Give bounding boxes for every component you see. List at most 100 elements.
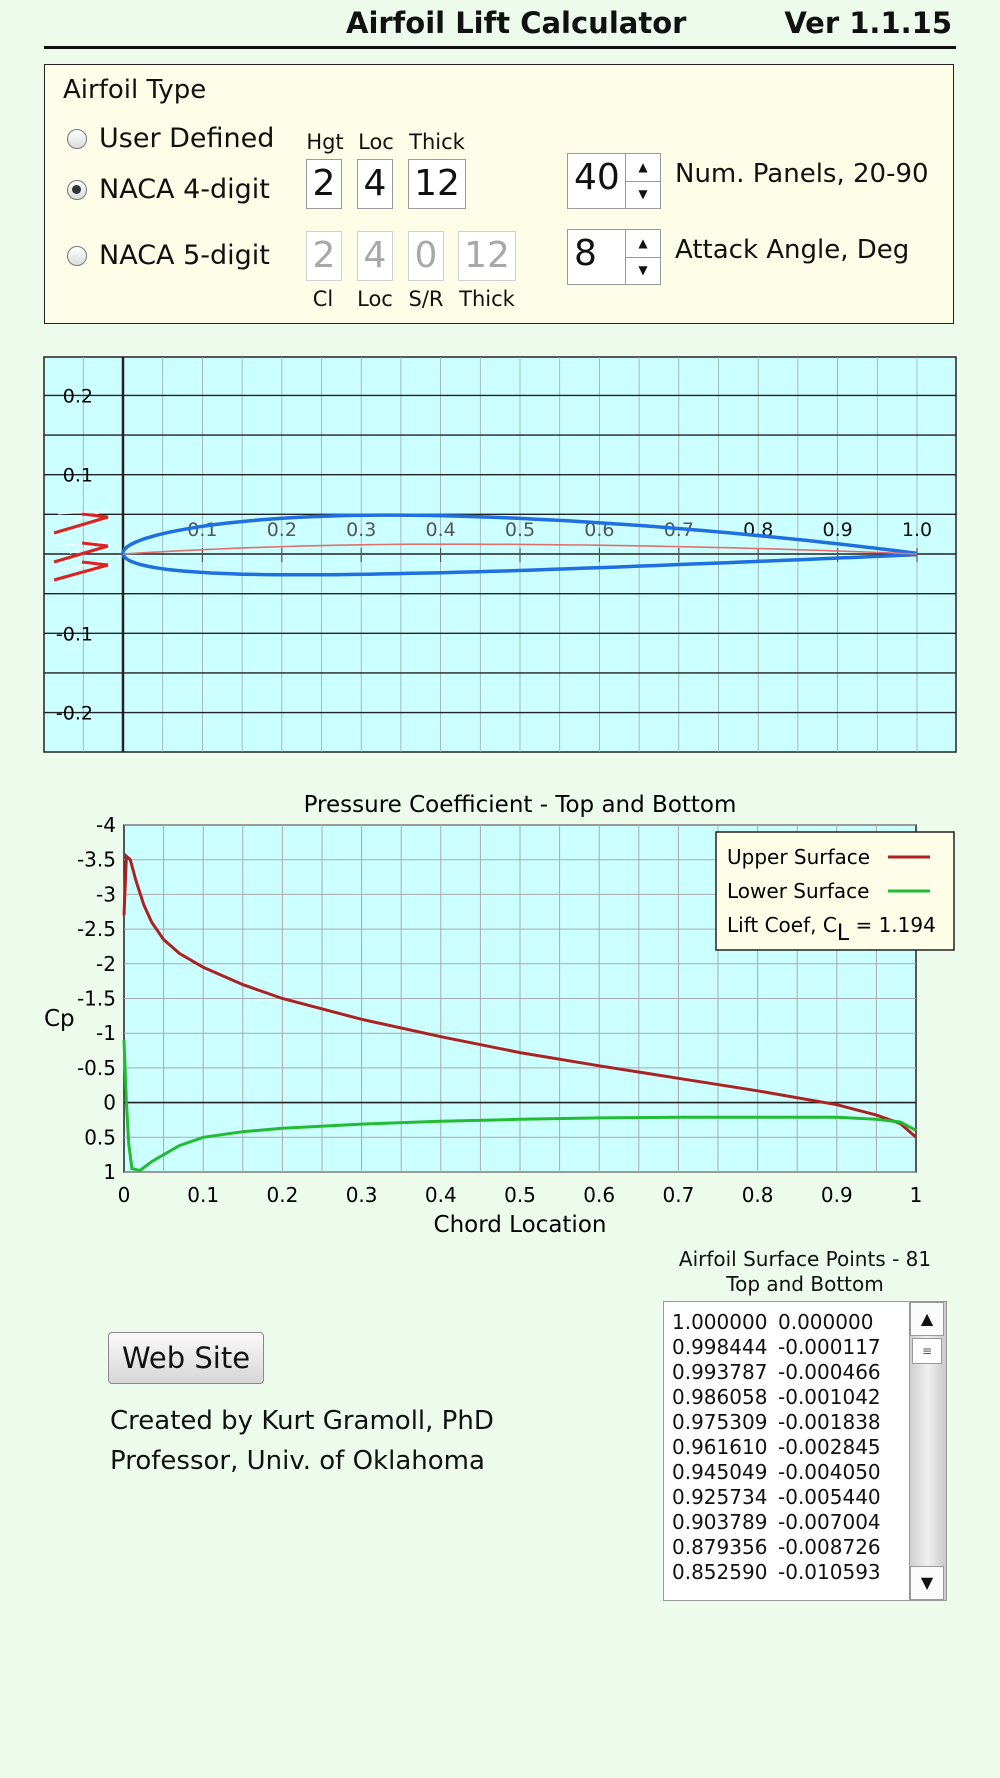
option-label: User Defined [99, 123, 275, 154]
radio-user-defined[interactable] [67, 128, 87, 149]
y-tick-label: 0.1 [63, 465, 93, 487]
x-tick-label: 0.4 [425, 1183, 457, 1207]
naca4-thick-label: Thick [409, 130, 465, 154]
point-y: -0.001042 [778, 1385, 881, 1409]
point-y: -0.002845 [778, 1435, 881, 1459]
y-tick-label: -0.2 [56, 703, 93, 725]
x-tick-label: 0.9 [821, 1183, 853, 1207]
list-item[interactable]: 0.986058 -0.001042 [672, 1385, 881, 1409]
point-x: 0.993787 [672, 1360, 768, 1384]
y-tick-label: -2 [96, 952, 116, 976]
list-item[interactable]: 0.903789 -0.007004 [672, 1510, 881, 1534]
point-x: 0.925734 [672, 1485, 768, 1509]
list-scrollbar[interactable]: ▲ ≡ ▼ [909, 1302, 946, 1600]
naca4-loc-input[interactable]: 4 [357, 159, 393, 209]
option-label: NACA 5-digit [99, 240, 270, 271]
list-item[interactable]: 0.961610 -0.002845 [672, 1435, 881, 1459]
x-tick-label: 0 [118, 1183, 131, 1207]
x-tick-label: 0.2 [266, 1183, 298, 1207]
num-panels-stepper[interactable]: 40 ▲ ▼ [567, 153, 661, 209]
increment-arrow-icon[interactable]: ▲ [626, 154, 660, 182]
naca4-hgt-label: Hgt [306, 130, 344, 154]
flow-arrow-icon [81, 512, 109, 519]
increment-arrow-icon[interactable]: ▲ [626, 230, 660, 258]
naca5-loc-label: Loc [357, 287, 393, 311]
option-user-defined[interactable]: User Defined [67, 123, 274, 154]
x-tick-label: 0.8 [742, 1183, 774, 1207]
attack-angle-value[interactable]: 8 [574, 233, 597, 274]
point-y: 0.000000 [778, 1310, 874, 1334]
upper-surface-line [122, 852, 917, 1139]
naca4-loc-label: Loc [358, 130, 394, 154]
naca5-loc-input[interactable]: 4 [357, 231, 393, 281]
list-item[interactable]: 0.975309 -0.001838 [672, 1410, 881, 1434]
option-naca-4-digit[interactable]: NACA 4-digit [67, 174, 270, 205]
point-x: 0.879356 [672, 1535, 768, 1559]
lower-surface-line [122, 1040, 917, 1173]
decrement-arrow-icon[interactable]: ▼ [638, 263, 648, 277]
point-x: 0.975309 [672, 1410, 768, 1434]
x-tick-label: 1 [910, 1183, 923, 1207]
x-tick-label: 0.6 [584, 519, 614, 541]
decrement-arrow-icon[interactable]: ▼ [638, 187, 648, 201]
panel-title: Airfoil Type [63, 75, 207, 105]
x-tick-label: 0.6 [583, 1183, 615, 1207]
flow-arrow-icon [53, 544, 109, 564]
naca5-sr-input[interactable]: 0 [408, 231, 444, 281]
y-tick-label: 0.2 [63, 385, 93, 407]
app-title: Airfoil Lift Calculator [346, 6, 687, 40]
credit-line-2: Professor, Univ. of Oklahoma [110, 1446, 485, 1476]
scroll-down-arrow-icon[interactable]: ▼ [910, 1566, 944, 1600]
x-tick-label: 0.7 [662, 1183, 694, 1207]
flow-arrow-icon [81, 541, 109, 548]
point-x: 1.000000 [672, 1310, 768, 1334]
x-tick-label: 0.5 [505, 519, 535, 541]
option-naca-5-digit[interactable]: NACA 5-digit [67, 240, 270, 271]
list-item[interactable]: 0.993787 -0.000466 [672, 1360, 881, 1384]
option-label: NACA 4-digit [99, 174, 270, 205]
list-item[interactable]: 0.998444 -0.000117 [672, 1335, 881, 1359]
y-tick-label: -0.5 [77, 1056, 116, 1080]
radio-naca-4-digit[interactable] [67, 179, 87, 200]
x-tick-label: 0.4 [425, 519, 455, 541]
point-x: 0.852590 [672, 1560, 768, 1584]
radio-naca-5-digit[interactable] [67, 245, 87, 266]
point-y: -0.000466 [778, 1360, 881, 1384]
scroll-up-arrow-icon[interactable]: ▲ [910, 1302, 944, 1336]
point-y: -0.010593 [778, 1560, 881, 1584]
point-y: -0.004050 [778, 1460, 881, 1484]
x-tick-label: 0.2 [267, 519, 297, 541]
naca4-hgt-input[interactable]: 2 [306, 159, 342, 209]
airfoil-type-panel: Airfoil Type User Defined NACA 4-digit N… [44, 64, 954, 324]
legend-entry: Upper Surface [727, 845, 870, 869]
point-x: 0.903789 [672, 1510, 768, 1534]
stepper-buttons: ▲ ▼ [625, 230, 660, 284]
flow-arrow-icon [53, 563, 109, 582]
attack-angle-stepper[interactable]: 8 ▲ ▼ [567, 229, 661, 285]
list-item[interactable]: 0.879356 -0.008726 [672, 1535, 881, 1559]
x-tick-label: 0.9 [822, 519, 852, 541]
scroll-thumb[interactable]: ≡ [912, 1338, 942, 1364]
y-tick-label: 0.5 [84, 1125, 116, 1149]
airfoil-outline [121, 513, 918, 577]
point-y: -0.008726 [778, 1535, 881, 1559]
cp-chart-title: Pressure Coefficient - Top and Bottom [304, 792, 737, 818]
naca5-thick-label: Thick [459, 287, 515, 311]
web-site-button[interactable]: Web Site [108, 1332, 264, 1384]
lift-coefficient-label: Lift Coef, CL = 1.194 [727, 913, 936, 946]
num-panels-value[interactable]: 40 [574, 157, 620, 198]
naca5-cl-input[interactable]: 2 [306, 231, 342, 281]
y-tick-label: -3.5 [77, 848, 116, 872]
naca4-thick-input[interactable]: 12 [408, 159, 466, 209]
naca5-sr-label: S/R [408, 287, 444, 311]
num-panels-label: Num. Panels, 20-90 [675, 159, 929, 189]
point-x: 0.998444 [672, 1335, 768, 1359]
x-tick-label: 0.3 [346, 519, 376, 541]
surface-points-list[interactable]: 1.000000 0.000000 0.998444 -0.000117 0.99378… [663, 1301, 947, 1601]
naca5-thick-input[interactable]: 12 [458, 231, 516, 281]
point-y: -0.007004 [778, 1510, 881, 1534]
list-item[interactable]: 0.925734 -0.005440 [672, 1485, 881, 1509]
list-item[interactable]: 0.945049 -0.004050 [672, 1460, 881, 1484]
list-item[interactable]: 0.852590 -0.010593 [672, 1560, 881, 1584]
list-item[interactable]: 1.000000 0.000000 [672, 1310, 873, 1334]
